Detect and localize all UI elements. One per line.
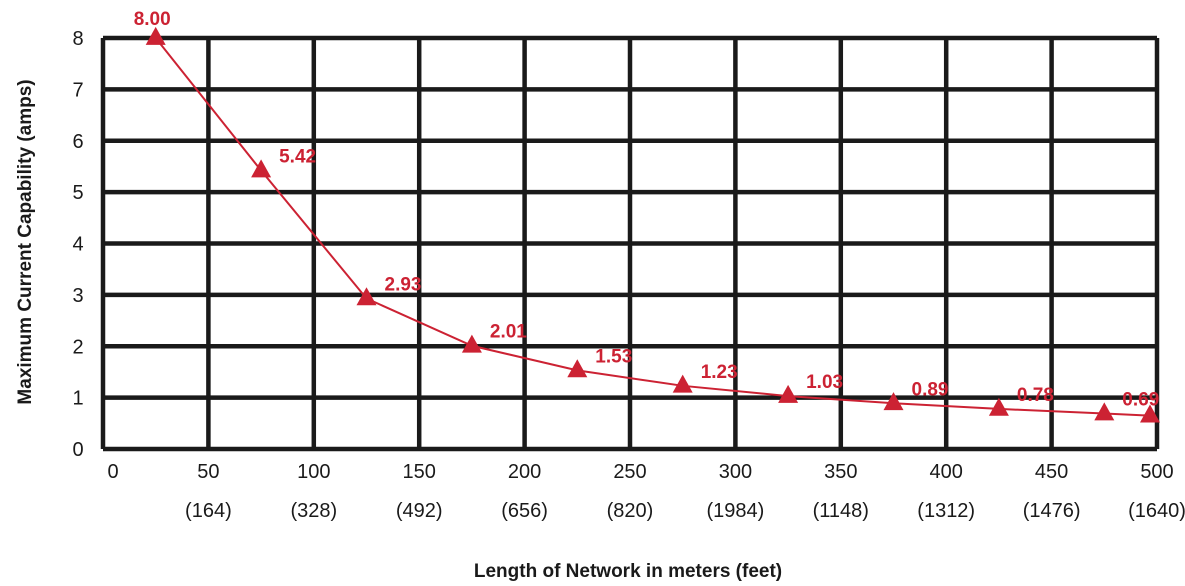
data-point-marker (461, 334, 482, 353)
x-tick-label: 350 (824, 461, 857, 483)
data-label: 0.69 (1122, 390, 1159, 411)
series: 8.00 5.42 2.93 2.01 1.53 1.23 1.03 0.89 0.78 0.69 (134, 9, 1160, 423)
data-label: 1.03 (806, 372, 843, 393)
x-feet-label: (1148) (813, 500, 869, 522)
x-tick-label: 300 (719, 461, 752, 483)
x-tick-label: 200 (508, 461, 541, 483)
y-tick-label: 0 (72, 439, 83, 461)
data-label: 1.23 (701, 362, 738, 383)
data-label: 0.78 (1017, 385, 1054, 406)
data-label: 2.93 (385, 274, 422, 295)
data-point-marker (567, 359, 588, 378)
x-feet-label: (1476) (1023, 500, 1081, 522)
x-feet-label: (328) (290, 500, 337, 522)
x-feet-label: (1312) (917, 500, 975, 522)
x-tick-label: 150 (403, 461, 436, 483)
x-feet-label: (1640) (1128, 500, 1185, 522)
data-point-marker (145, 26, 166, 45)
x-tick-label: 100 (297, 461, 330, 483)
x-feet-label: (164) (185, 500, 232, 522)
x-tick-label: 500 (1140, 461, 1173, 483)
x-tick-label: 0 (107, 461, 118, 483)
x-feet-label: (1984) (706, 500, 764, 522)
y-tick-label: 4 (72, 234, 83, 256)
x-axis-title: Length of Network in meters (feet) (474, 561, 782, 582)
y-tick-label: 6 (72, 131, 83, 153)
x-axis-feet-ticks: (164) (328) (492) (656) (820) (1984) (1148) (13… (185, 500, 1185, 522)
data-label: 5.42 (279, 147, 316, 168)
series-line (154, 37, 1151, 417)
y-tick-label: 3 (72, 285, 83, 307)
data-point-marker (1140, 404, 1160, 423)
x-tick-label: 400 (930, 461, 963, 483)
y-tick-label: 5 (72, 182, 83, 204)
data-label: 0.89 (912, 379, 949, 400)
data-point-marker (251, 159, 272, 178)
y-tick-label: 8 (72, 28, 83, 50)
data-point-marker (988, 397, 1009, 416)
x-tick-label: 50 (197, 461, 219, 483)
y-axis-ticks: 0 1 2 3 4 5 6 7 8 (72, 28, 83, 461)
data-point-marker (1094, 402, 1115, 421)
data-label: 8.00 (134, 9, 171, 30)
x-feet-label: (820) (607, 500, 654, 522)
x-tick-label: 450 (1035, 461, 1068, 483)
x-feet-label: (492) (396, 500, 443, 522)
data-label: 1.53 (595, 346, 632, 367)
data-label: 2.01 (490, 322, 527, 343)
y-tick-label: 2 (72, 336, 83, 358)
grid (100, 35, 1160, 452)
y-tick-label: 7 (72, 79, 83, 101)
y-axis-title: Maximum Current Capability (amps) (15, 79, 36, 404)
data-point-marker (883, 392, 904, 411)
x-feet-label: (656) (501, 500, 548, 522)
x-axis-ticks: 0 50 100 150 200 250 300 350 400 450 500 (107, 461, 1173, 483)
data-point-marker (356, 287, 377, 306)
y-tick-label: 1 (72, 388, 83, 410)
data-point-marker (778, 384, 799, 403)
x-tick-label: 250 (613, 461, 646, 483)
data-point-marker (672, 374, 693, 393)
